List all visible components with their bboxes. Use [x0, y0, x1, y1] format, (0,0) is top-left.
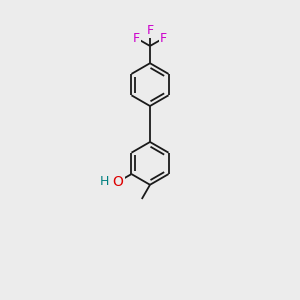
Text: O: O: [112, 175, 124, 189]
Text: F: F: [146, 24, 154, 37]
Text: F: F: [133, 32, 140, 45]
Text: H: H: [100, 175, 109, 188]
Text: F: F: [160, 32, 167, 45]
